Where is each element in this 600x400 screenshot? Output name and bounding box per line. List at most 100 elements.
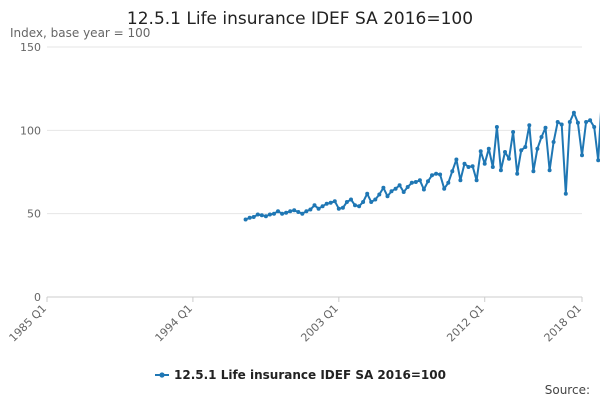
data-point[interactable] <box>430 173 434 178</box>
data-point[interactable] <box>353 203 357 208</box>
data-point[interactable] <box>251 215 256 219</box>
data-point[interactable] <box>357 204 362 209</box>
data-point[interactable] <box>304 209 309 214</box>
data-point[interactable] <box>458 178 463 183</box>
y-axis-label: Index, base year = 100 <box>10 26 150 40</box>
series-line <box>245 111 600 221</box>
data-point[interactable] <box>584 120 589 124</box>
data-point[interactable] <box>571 110 576 115</box>
data-point[interactable] <box>567 120 572 124</box>
data-point[interactable] <box>263 214 268 219</box>
data-point[interactable] <box>247 215 252 220</box>
data-point[interactable] <box>438 172 443 177</box>
data-point[interactable] <box>539 135 544 139</box>
data-point[interactable] <box>300 211 305 216</box>
data-point[interactable] <box>373 197 378 202</box>
data-point[interactable] <box>547 168 552 173</box>
data-point[interactable] <box>474 178 479 183</box>
data-point[interactable] <box>486 146 491 151</box>
data-point[interactable] <box>426 179 430 184</box>
data-point[interactable] <box>462 161 467 166</box>
data-point[interactable] <box>344 200 349 204</box>
x-tick-label: 2018 Q1 <box>542 302 585 345</box>
data-point[interactable] <box>381 185 386 190</box>
data-point[interactable] <box>267 212 272 217</box>
data-point[interactable] <box>405 185 410 189</box>
x-tick-label: 2003 Q1 <box>298 302 341 345</box>
data-point[interactable] <box>284 210 289 215</box>
data-point[interactable] <box>288 209 293 214</box>
y-axis-ticks: 0 50 100 150 <box>20 41 41 304</box>
data-point[interactable] <box>446 180 451 185</box>
data-point[interactable] <box>361 200 366 204</box>
data-point[interactable] <box>296 210 301 214</box>
data-point[interactable] <box>316 206 321 211</box>
data-point[interactable] <box>292 208 297 213</box>
chart-title: 12.5.1 Life insurance IDEF SA 2016=100 <box>127 9 473 29</box>
data-point[interactable] <box>450 169 455 174</box>
data-point[interactable] <box>417 178 422 183</box>
data-point[interactable] <box>324 201 329 206</box>
data-point[interactable] <box>312 203 317 208</box>
data-point[interactable] <box>336 206 341 211</box>
data-point[interactable] <box>470 164 475 169</box>
data-point[interactable] <box>276 209 280 214</box>
data-point[interactable] <box>272 211 276 216</box>
data-point[interactable] <box>494 125 499 129</box>
data-point[interactable] <box>409 180 414 185</box>
data-point[interactable] <box>559 122 564 127</box>
x-axis-ticks: 1985 Q1 1994 Q1 2003 Q1 2012 Q1 2018 Q1 <box>7 297 585 345</box>
data-point[interactable] <box>478 149 483 154</box>
data-point[interactable] <box>531 169 536 174</box>
data-point[interactable] <box>482 161 487 166</box>
data-point[interactable] <box>551 140 556 144</box>
data-point[interactable] <box>523 145 528 149</box>
data-point[interactable] <box>563 191 568 196</box>
data-point[interactable] <box>555 120 560 124</box>
data-point[interactable] <box>507 156 511 161</box>
data-point[interactable] <box>535 146 540 151</box>
data-point[interactable] <box>243 217 248 222</box>
data-point[interactable] <box>442 186 447 191</box>
grid-lines <box>47 46 582 298</box>
data-point[interactable] <box>255 212 260 217</box>
data-point[interactable] <box>389 189 394 194</box>
data-point[interactable] <box>592 125 597 129</box>
y-tick-label: 150 <box>20 41 41 54</box>
data-point[interactable] <box>543 125 548 130</box>
data-point[interactable] <box>527 123 532 128</box>
data-point[interactable] <box>519 148 524 153</box>
data-point[interactable] <box>421 187 426 192</box>
legend[interactable]: 12.5.1 Life insurance IDEF SA 2016=100 <box>155 368 446 382</box>
data-point[interactable] <box>511 130 516 134</box>
data-point[interactable] <box>515 171 520 176</box>
data-point[interactable] <box>308 207 313 212</box>
data-point[interactable] <box>397 183 402 188</box>
data-point[interactable] <box>413 180 418 184</box>
data-point[interactable] <box>328 200 333 205</box>
data-point[interactable] <box>340 205 345 210</box>
data-point[interactable] <box>332 199 337 204</box>
data-point[interactable] <box>365 191 370 196</box>
data-point[interactable] <box>349 197 353 202</box>
data-point[interactable] <box>588 118 593 123</box>
x-tick-label: 1994 Q1 <box>152 302 195 345</box>
data-point[interactable] <box>454 157 459 162</box>
legend-swatch-marker <box>159 372 165 378</box>
data-point[interactable] <box>490 165 495 169</box>
data-point[interactable] <box>393 186 398 191</box>
data-point[interactable] <box>434 171 439 176</box>
data-point[interactable] <box>280 211 285 216</box>
data-point[interactable] <box>498 168 503 173</box>
data-point[interactable] <box>466 165 471 169</box>
data-point[interactable] <box>369 200 374 204</box>
data-point[interactable] <box>575 120 580 125</box>
data-point[interactable] <box>320 204 325 209</box>
data-point[interactable] <box>385 194 390 199</box>
data-point[interactable] <box>596 158 600 163</box>
data-point[interactable] <box>377 192 382 197</box>
data-point[interactable] <box>401 190 406 194</box>
data-point[interactable] <box>503 150 507 154</box>
data-point[interactable] <box>259 213 264 218</box>
data-point[interactable] <box>580 153 584 158</box>
